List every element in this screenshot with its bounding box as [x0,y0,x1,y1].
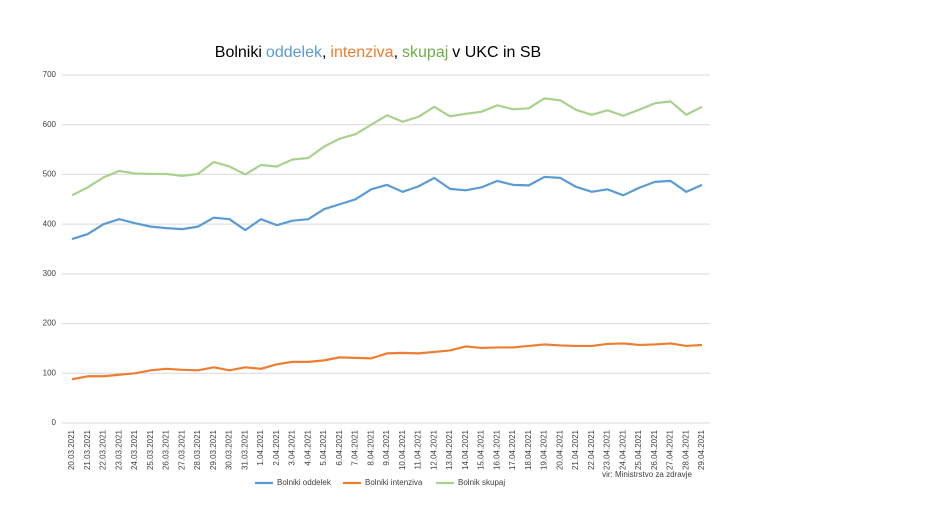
x-tick-label: 12.04.2021 [429,429,438,470]
x-tick-label: 25.04.2021 [634,429,643,470]
x-tick-label: 24.04.2021 [618,429,627,470]
x-tick-label: 29.04.2021 [697,429,706,470]
y-tick-label: 500 [43,170,57,179]
x-tick-label: 25.03.2021 [146,429,155,470]
title-part: v UKC in SB [452,44,541,61]
series-line [71,97,703,197]
x-tick-label: 5.04.2021 [319,429,328,465]
y-tick-label: 400 [43,219,57,228]
x-tick-label: 4.04.2021 [303,429,312,465]
x-tick-label: 22.03.2021 [99,429,108,470]
x-tick-label: 26.03.2021 [162,429,171,470]
title-part: , [322,44,326,61]
y-tick-label: 600 [43,120,57,129]
series-line [71,175,703,241]
x-tick-label: 23.04.2021 [603,429,612,470]
series-line [71,342,703,381]
x-tick-label: 1.04.2021 [256,429,265,465]
x-tick-label: 14.04.2021 [461,429,470,470]
x-tick-label: 2.04.2021 [272,429,281,465]
chart-title: Bolniki oddelek, intenziva, skupaj v UKC in … [215,44,541,61]
x-tick-label: 20.03.2021 [67,429,76,470]
x-tick-label: 3.04.2021 [288,429,297,465]
y-tick-label: 100 [43,368,57,377]
x-tick-label: 10.04.2021 [398,429,407,470]
x-tick-label: 18.04.2021 [524,429,533,470]
x-tick-label: 7.04.2021 [351,429,360,465]
x-tick-label: 9.04.2021 [382,429,391,465]
x-tick-label: 15.04.2021 [477,429,486,470]
legend-label: Bolniki oddelek [277,478,332,487]
x-tick-label: 21.04.2021 [571,429,580,470]
title-part: oddelek [266,44,323,61]
x-tick-label: 28.04.2021 [681,429,690,470]
legend-label: Bolnik skupaj [458,478,505,487]
x-tick-label: 19.04.2021 [540,429,549,470]
title-part: , [394,44,398,61]
x-tick-label: 29.03.2021 [209,429,218,470]
x-tick-label: 27.04.2021 [666,429,675,470]
title-part: intenziva [330,44,393,61]
title-part: skupaj [402,44,448,61]
x-tick-label: 17.04.2021 [508,429,517,470]
y-tick-label: 200 [43,319,57,328]
x-tick-label: 11.04.2021 [414,429,423,469]
y-tick-label: 700 [43,70,57,79]
source-note: vir: Ministrstvo za zdravje [602,470,692,479]
x-tick-label: 23.03.2021 [114,429,123,470]
y-tick-label: 0 [52,418,57,427]
x-tick-label: 22.04.2021 [587,429,596,470]
title-part: Bolniki [215,44,262,61]
x-tick-label: 16.04.2021 [492,429,501,470]
x-tick-label: 13.04.2021 [445,429,454,470]
x-tick-label: 6.04.2021 [335,429,344,465]
x-tick-label: 30.03.2021 [225,429,234,470]
x-tick-label: 8.04.2021 [366,429,375,465]
x-tick-label: 21.03.2021 [83,429,92,470]
x-tick-label: 26.04.2021 [650,429,659,470]
x-tick-label: 20.04.2021 [555,429,564,470]
x-tick-label: 24.03.2021 [130,429,139,470]
x-tick-label: 31.03.2021 [240,429,249,470]
y-tick-label: 300 [43,269,57,278]
x-tick-label: 27.03.2021 [177,429,186,470]
legend-label: Bolniki intenziva [365,478,423,487]
x-tick-label: 28.03.2021 [193,429,202,470]
